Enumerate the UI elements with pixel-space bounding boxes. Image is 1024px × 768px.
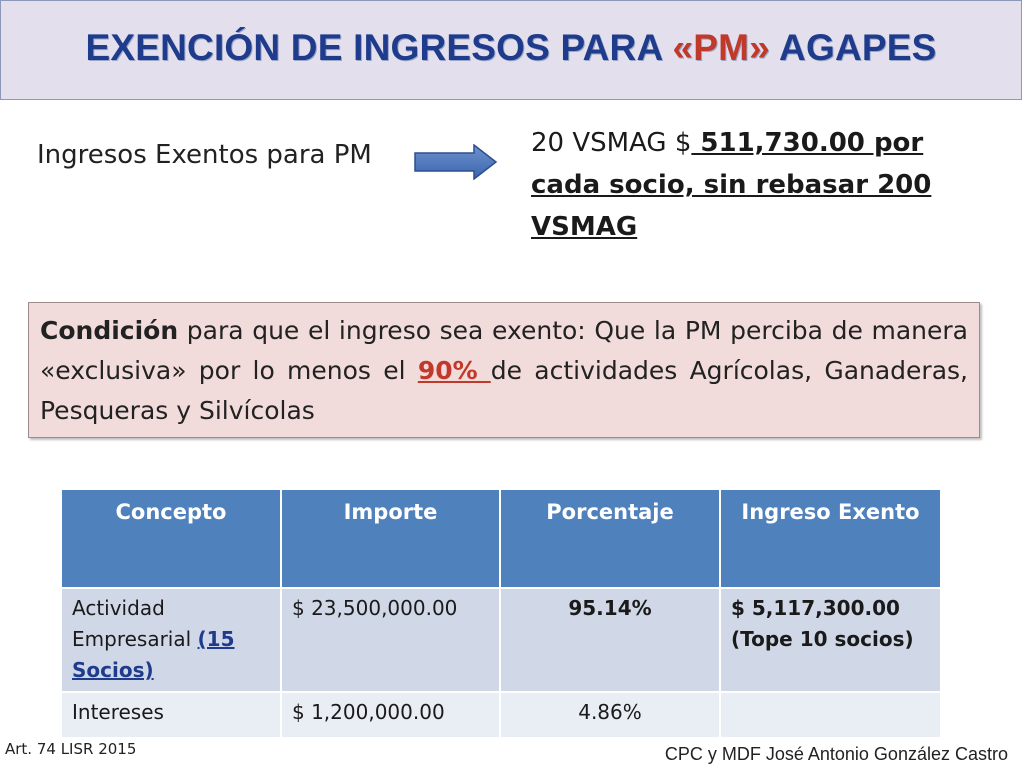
slide-title: EXENCIÓN DE INGRESOS PARA «PM» AGAPES (1, 27, 1021, 69)
ingreso-note: (Tope 10 socios) (731, 627, 914, 651)
concepto-text: Actividad Empresarial (72, 596, 198, 651)
footer-law-reference: Art. 74 LISR 2015 (5, 740, 137, 758)
cell-porcentaje: 95.14% (499, 587, 721, 693)
cell-importe: $ 1,200,000.00 (280, 691, 501, 739)
header-concepto: Concepto (60, 488, 282, 589)
condition-percent: 90% (417, 356, 491, 385)
condition-text-1: para que el ingreso sea exento: Que la P… (40, 316, 968, 385)
exempt-amount-prefix: 20 VSMAG $ (531, 128, 692, 158)
exempt-amount-value: 511,730.00 por cada socio, sin rebasar 2… (531, 128, 932, 242)
table-row: Intereses $ 1,200,000.00 4.86% (60, 691, 942, 739)
title-accent: «PM» (672, 27, 770, 68)
footer-author: CPC y MDF José Antonio González Castro (664, 744, 1008, 764)
exempt-income-label: Ingresos Exentos para PM (37, 140, 372, 170)
header-importe: Importe (280, 488, 501, 589)
title-part1: EXENCIÓN DE INGRESOS PARA (85, 27, 673, 68)
exempt-amount-text: 20 VSMAG $ 511,730.00 por cada socio, si… (531, 122, 961, 248)
condition-lead: Condición (40, 316, 179, 345)
cell-porcentaje: 4.86% (499, 691, 721, 739)
condition-text-2: de actividades Agrícolas, Ganaderas, Pes… (40, 356, 969, 425)
cell-concepto: Intereses (60, 691, 282, 739)
right-arrow-icon (414, 144, 498, 180)
title-part2: AGAPES (769, 27, 937, 68)
header-ingreso-exento: Ingreso Exento (719, 488, 942, 589)
cell-concepto: Actividad Empresarial (15 Socios) (60, 587, 282, 693)
income-table: Concepto Importe Porcentaje Ingreso Exen… (60, 488, 942, 739)
header-porcentaje: Porcentaje (499, 488, 721, 589)
condition-box: Condición para que el ingreso sea exento… (28, 302, 980, 438)
table-header-row: Concepto Importe Porcentaje Ingreso Exen… (60, 488, 942, 589)
table-row: Actividad Empresarial (15 Socios) $ 23,5… (60, 587, 942, 693)
title-band: EXENCIÓN DE INGRESOS PARA «PM» AGAPES (0, 0, 1022, 100)
cell-ingreso-exento: $ 5,117,300.00 (Tope 10 socios) (719, 587, 942, 693)
socios-link[interactable]: (15 Socios) (72, 627, 235, 682)
ingreso-amount: $ 5,117,300.00 (731, 596, 900, 620)
cell-ingreso-exento (719, 691, 942, 739)
cell-importe: $ 23,500,000.00 (280, 587, 501, 693)
